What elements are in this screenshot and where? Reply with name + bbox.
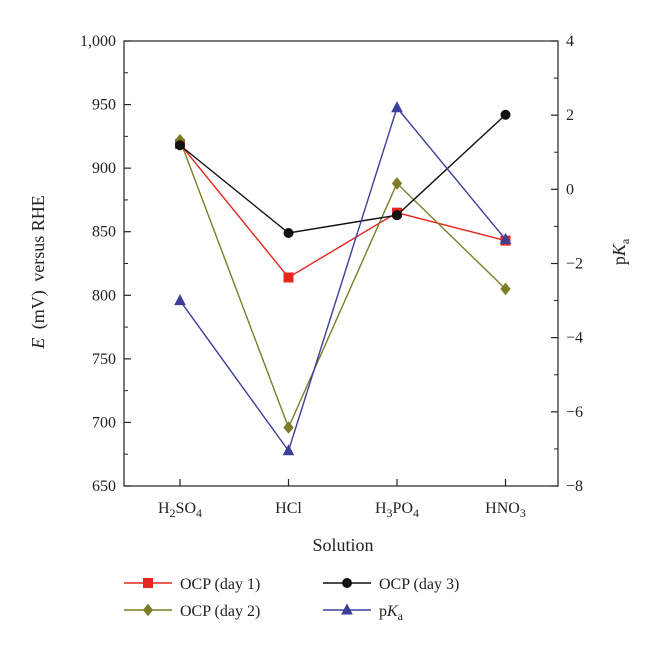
right-y-tick-label: −4: [566, 330, 583, 347]
data-point: [499, 232, 512, 244]
plot-frame: [123, 40, 559, 487]
legend-swatch-marker: [142, 603, 154, 617]
legend: OCP (day 1) OCP (day 2) OCP (day 3) pKa: [124, 576, 459, 623]
legend-item: pKa: [323, 603, 404, 623]
y-axis-title-symbol: E: [28, 338, 48, 350]
x-axis: H2SO4 HCl H3PO4 HNO3: [158, 479, 526, 520]
legend-label: OCP (day 2): [180, 603, 260, 620]
legend-label: OCP (day 1): [180, 576, 260, 593]
left-y-tick-label: 800: [92, 287, 116, 304]
legend-swatch-marker: [342, 578, 352, 588]
left-y-tick-label: 900: [92, 160, 116, 177]
series-layer: [174, 101, 512, 456]
right-y-axis-title-sub: a: [618, 238, 632, 244]
series-line: [179, 114, 506, 234]
data-point: [282, 444, 295, 456]
x-tick-label: H3PO4: [375, 500, 419, 520]
data-point: [283, 227, 294, 238]
right-y-tick-label: 2: [566, 107, 574, 124]
legend-label: pKa: [379, 603, 404, 623]
series-2: [174, 133, 511, 434]
data-point: [500, 282, 511, 296]
x-tick-label: HNO3: [485, 500, 526, 520]
legend-item: OCP (day 3): [323, 576, 459, 593]
right-y-axis-title-p: p: [609, 256, 629, 265]
right-y-tick-label: −8: [566, 478, 583, 495]
series-line: [179, 139, 506, 430]
x-tick-label: HCl: [275, 500, 302, 517]
right-y-tick-label: 0: [566, 181, 574, 198]
legend-swatch-marker: [341, 603, 353, 615]
series-line: [179, 106, 507, 453]
right-y-tick-label: −6: [566, 404, 583, 421]
left-y-tick-label: 1,000: [80, 33, 116, 50]
left-y-tick-label: 950: [92, 97, 116, 114]
y-axis-title-unit: (mV): [28, 290, 49, 329]
legend-item: OCP (day 2): [124, 603, 260, 620]
y-axis-title: E (mV) versus RHE: [28, 195, 49, 350]
left-y-tick-label: 850: [92, 224, 116, 241]
data-point: [283, 421, 294, 434]
series-4: [174, 101, 512, 456]
data-point: [500, 109, 511, 120]
right-y-axis: −8 −6 −4 −2 0 2 4: [551, 33, 583, 495]
left-y-tick-label: 650: [92, 478, 116, 495]
data-point: [392, 210, 402, 221]
series-3: [175, 109, 511, 238]
plot-area: [123, 40, 559, 487]
data-point: [174, 294, 186, 306]
data-point: [391, 177, 403, 190]
left-y-axis: 650 700 750 800 850 900 950 1,000: [80, 33, 131, 495]
right-y-tick-label: 4: [566, 33, 574, 50]
y-axis-title-text: versus RHE: [28, 195, 48, 282]
data-point: [175, 140, 185, 151]
legend-label: OCP (day 3): [379, 576, 459, 593]
left-y-tick-label: 700: [92, 414, 116, 431]
right-y-axis-title-k: K: [609, 243, 629, 257]
right-y-tick-label: −2: [566, 256, 583, 273]
right-y-axis-title: pKa: [609, 238, 632, 265]
x-tick-label: H2SO4: [158, 500, 202, 520]
legend-item: OCP (day 1): [124, 576, 260, 593]
left-y-tick-label: 750: [92, 351, 116, 368]
data-point: [283, 272, 294, 283]
series-line: [179, 143, 506, 279]
x-axis-title: Solution: [312, 535, 373, 555]
data-point: [391, 101, 403, 113]
legend-swatch-marker: [143, 578, 153, 588]
